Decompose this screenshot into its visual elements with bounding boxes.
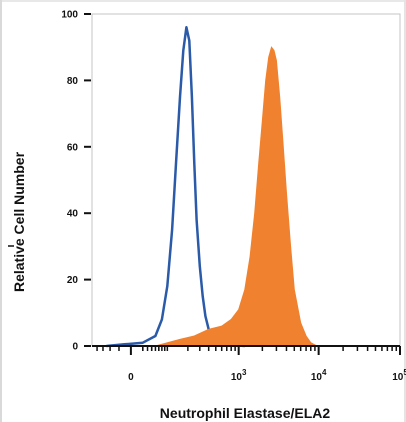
x-axis-title: Neutrophil Elastase/ELA2 xyxy=(160,405,331,421)
page-border-right xyxy=(404,0,406,422)
page-border-top xyxy=(0,0,406,2)
series-layer xyxy=(106,26,318,348)
y-tick-label: 40 xyxy=(67,209,79,220)
x-tick-exponent: 4 xyxy=(322,368,327,377)
x-tick-label: 104 xyxy=(311,368,327,383)
x-tick-label: 0 xyxy=(128,372,134,383)
y-axis-title: Relative Cell Number xyxy=(11,151,27,292)
y-tick-label: 100 xyxy=(61,10,78,21)
axes-layer: 0 20 40 60 80 100 0 103 104 105 xyxy=(8,10,406,383)
x-tick-label: 105 xyxy=(392,368,406,383)
x-tick-exponent: 3 xyxy=(242,368,247,377)
y-tick-label: 0 xyxy=(72,342,78,353)
y-tick-label: 60 xyxy=(67,142,79,153)
x-tick-exponent: 5 xyxy=(403,368,406,377)
series-2-filled-histogram xyxy=(155,46,318,347)
x-tick-label: 103 xyxy=(231,368,247,383)
page-border-left xyxy=(0,0,2,422)
y-tick-label: 80 xyxy=(67,76,79,87)
y-tick-label: 20 xyxy=(67,275,79,286)
series-1-outline-histogram xyxy=(106,26,245,348)
